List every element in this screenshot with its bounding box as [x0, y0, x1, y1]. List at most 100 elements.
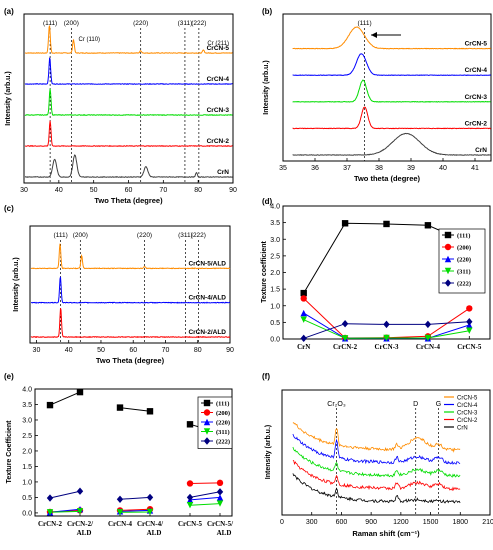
data-point-(222): [46, 494, 54, 502]
x-tick-label: 37: [343, 165, 351, 172]
data-point-(311): [424, 334, 432, 342]
y-tick-label: 3.0: [22, 417, 32, 424]
data-point-(111): [383, 220, 390, 228]
series-line-(220): [189, 496, 221, 501]
panel-label-4: (e): [4, 372, 14, 381]
legend-marker: [203, 409, 211, 416]
x-category-label: CrCN-3: [374, 343, 399, 351]
data-point-(222): [424, 320, 432, 329]
data-point-(222): [466, 318, 473, 326]
y-tick-label: 2.0: [270, 270, 280, 277]
series-line-CrCN-5/ALD: [30, 243, 231, 270]
y-tick-label: 1.0: [22, 479, 32, 486]
panel-label-2: (c): [4, 204, 14, 213]
data-point-(222): [186, 493, 194, 502]
series-label: CrCN-2/ALD: [188, 329, 226, 336]
x-tick-label: 1800: [452, 519, 468, 526]
x-tick-label: 39: [407, 165, 415, 172]
series-line-CrN: [25, 154, 233, 179]
plot-frame-1: [282, 13, 492, 162]
legend-label: (111): [457, 233, 470, 240]
data-point-(111): [146, 408, 154, 415]
x-tick-label: 90: [226, 347, 234, 354]
x-category-label: CrCN-5: [178, 520, 203, 528]
series-label: CrCN-4: [465, 67, 488, 74]
x-tick-label: 40: [439, 165, 447, 172]
series-label: CrCN-5: [207, 45, 230, 52]
x-tick-label: 70: [159, 187, 167, 194]
y-axis-label: Texture Coefficient: [6, 420, 13, 484]
x-tick-label: 2100: [482, 519, 493, 526]
annotation-cr211: Cr (211): [207, 41, 229, 47]
series-label: CrCN-5: [465, 41, 488, 48]
y-tick-label: 1.5: [22, 464, 32, 471]
series-label: CrN: [475, 147, 487, 154]
x-tick-label: 80: [194, 187, 202, 194]
x-tick-label: 30: [33, 347, 41, 354]
x-tick-label: 80: [194, 347, 202, 354]
series-line-(220): [119, 509, 151, 512]
series-line-(200): [189, 482, 221, 484]
series-line-CrCN-5: [292, 26, 491, 50]
reference-line-label: (111): [357, 20, 371, 27]
plot-frame-5: [281, 389, 491, 516]
legend-box: [197, 396, 233, 449]
x-tick-label: 90: [229, 187, 237, 194]
y-axis-label: Texture coefficient: [261, 240, 268, 302]
series-line-CrCN-3: [292, 446, 461, 478]
x-tick-label: 70: [162, 347, 170, 354]
x-tick-label: 1500: [423, 519, 439, 526]
data-point-(222): [76, 487, 84, 495]
legend-label: (220): [216, 420, 230, 427]
x-tick-label: 1200: [393, 519, 409, 526]
data-point-(222): [216, 488, 224, 496]
legend-label: (111): [216, 401, 229, 408]
series-line-CrCN-5: [25, 25, 233, 54]
legend-marker: [203, 418, 211, 426]
x-tick-label: 0: [280, 519, 284, 526]
series-line-(311): [189, 503, 221, 506]
reference-line-label: (111): [54, 232, 68, 239]
data-point-(311): [341, 335, 349, 342]
legend-marker: [444, 255, 452, 263]
legend-label: (222): [457, 281, 471, 288]
y-tick-label: 0.5: [22, 495, 32, 502]
data-point-(111): [300, 289, 307, 297]
data-point-(222): [146, 493, 154, 502]
legend-label: CrCN-5: [457, 396, 478, 402]
data-point-(111): [186, 421, 194, 428]
legend-label: (220): [457, 257, 471, 264]
series-label: CrCN-2: [207, 138, 230, 145]
annotation-cr110: Cr (110): [79, 37, 101, 43]
y-tick-label: 2.5: [22, 433, 32, 440]
legend-label: (200): [216, 410, 230, 417]
series-line-(311): [49, 510, 81, 513]
data-point-(311): [116, 509, 124, 516]
series-line-CrCN-5: [292, 422, 461, 453]
reference-line-label: (222): [191, 232, 206, 239]
data-point-(111): [341, 220, 349, 227]
data-point-(111): [116, 404, 124, 411]
x-axis-label: Two Theta (degree): [94, 196, 163, 205]
y-tick-label: 0.5: [270, 320, 280, 327]
data-point-(311): [216, 500, 224, 507]
y-tick-label: 4.0: [22, 387, 32, 394]
series-line-CrCN-4: [24, 57, 233, 86]
reference-line-label: (220): [137, 232, 152, 239]
series-line-(222): [49, 490, 81, 499]
series-line-CrCN-2: [24, 120, 233, 148]
x-tick-label: 600: [336, 519, 348, 526]
series-line-CrCN-4: [292, 433, 461, 465]
panel-label-5: (f): [262, 372, 270, 381]
x-category-label: CrCN-5: [457, 343, 482, 351]
data-point-(220): [216, 494, 224, 501]
reference-line-label: (111): [43, 20, 57, 27]
data-point-(311): [383, 334, 390, 342]
data-point-(311): [76, 508, 84, 515]
data-point-(200): [216, 479, 224, 487]
data-point-(111): [76, 388, 84, 396]
series-line-CrCN-4: [292, 53, 492, 77]
reference-line-label: (220): [133, 20, 148, 27]
x-category-label: ALD: [147, 529, 162, 537]
